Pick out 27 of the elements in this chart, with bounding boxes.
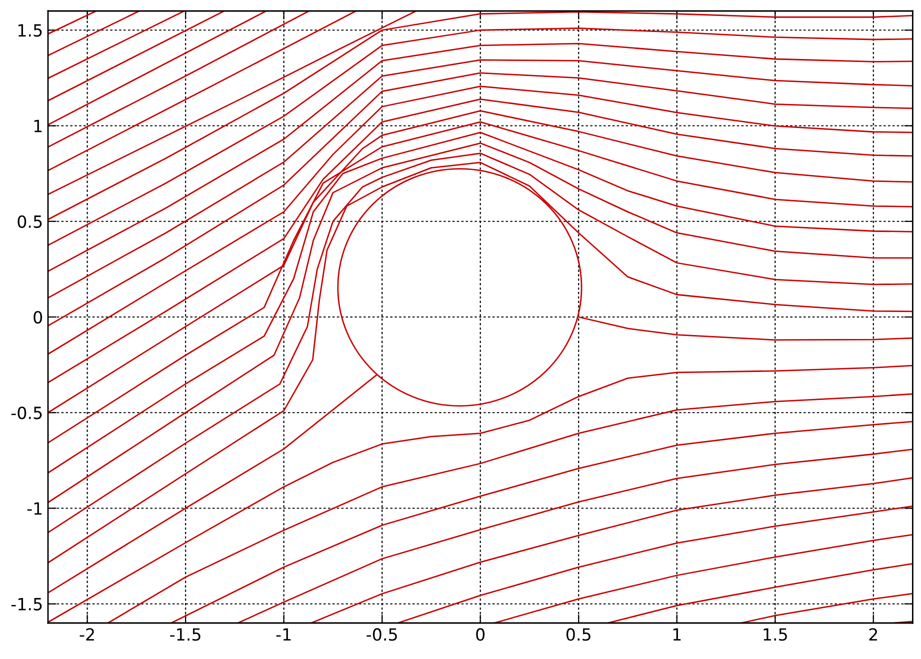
line-series xyxy=(310,477,913,623)
x-tick-label: -1.5 xyxy=(170,628,200,641)
x-tick-label: 1.5 xyxy=(764,628,787,641)
line-series xyxy=(237,448,913,623)
y-tick-label: -1.5 xyxy=(11,598,42,610)
x-tick-label: 1 xyxy=(673,628,681,641)
line-series xyxy=(48,42,913,272)
y-tick-label: 1.5 xyxy=(18,24,42,37)
line-series xyxy=(107,393,913,623)
x-tick-label: -1 xyxy=(276,628,291,641)
y-tick-label: 1 xyxy=(34,120,42,132)
line-series xyxy=(494,534,913,623)
x-tick-label: 0 xyxy=(476,628,485,641)
x-tick-label: -2 xyxy=(80,628,94,641)
y-tick-label: -0.5 xyxy=(11,406,42,420)
y-tick-label: 0 xyxy=(34,310,42,324)
x-tick-label: -0.5 xyxy=(366,628,397,641)
line-series xyxy=(48,59,913,299)
line-series xyxy=(397,505,913,623)
line-series xyxy=(740,592,913,623)
x-tick-label: 0.5 xyxy=(566,628,590,641)
x-tick-label: 2 xyxy=(869,628,878,641)
line-series xyxy=(607,563,913,623)
y-tick-label: -1 xyxy=(27,502,42,515)
y-tick-label: 0.5 xyxy=(18,215,42,228)
line-series xyxy=(170,420,913,623)
line-series xyxy=(48,28,913,246)
